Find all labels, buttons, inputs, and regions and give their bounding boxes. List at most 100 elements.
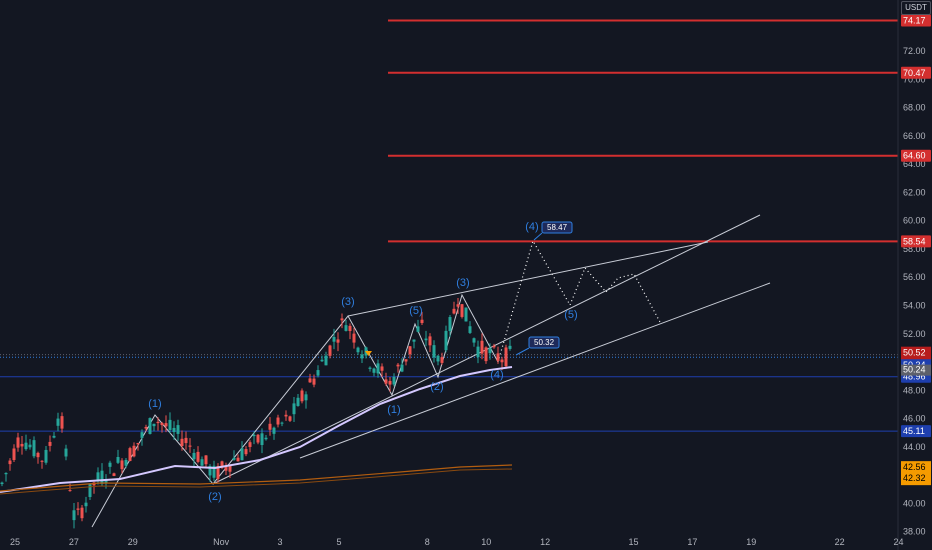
- x-tick-label: 5: [336, 537, 341, 547]
- candle-body: [432, 345, 436, 358]
- upper-channel-line: [347, 241, 709, 317]
- candle-body: [144, 426, 148, 429]
- candle-body: [128, 448, 132, 462]
- candle-body: [108, 462, 112, 467]
- candle-body: [256, 434, 260, 443]
- candle-body: [360, 354, 364, 359]
- candle-body: [488, 348, 492, 354]
- candle-body: [328, 345, 332, 356]
- price-tag: [901, 235, 931, 248]
- candle-body: [296, 397, 300, 406]
- lower-channel-line: [299, 282, 771, 459]
- x-tick-label: Nov: [213, 537, 230, 547]
- wave-label: (1): [148, 398, 161, 410]
- moving-average-long-2: [0, 468, 513, 495]
- candle-body: [476, 346, 480, 358]
- price-tag: [901, 364, 931, 376]
- candle-body: [348, 325, 352, 332]
- candle-body: [352, 333, 356, 343]
- candle-body: [344, 325, 348, 331]
- candle-body: [160, 422, 164, 426]
- candle-body: [268, 423, 272, 430]
- price-callouts: 58.47 50.32: [365, 221, 573, 356]
- candle-body: [216, 465, 220, 479]
- candle-body: [180, 438, 184, 447]
- callout-box: [541, 221, 573, 234]
- price-tag: [901, 14, 931, 27]
- y-tick-label: 46.00: [903, 414, 926, 424]
- candle-body: [232, 457, 236, 460]
- x-tick-label: 24: [893, 537, 903, 547]
- price-tag: [901, 425, 931, 438]
- wave-label: (2): [208, 491, 221, 503]
- candle-body: [504, 347, 508, 367]
- currency-badge[interactable]: USDT: [901, 1, 931, 15]
- wave-label: (5): [564, 309, 577, 321]
- candle-body: [468, 326, 472, 333]
- y-tick-label: 54.00: [903, 301, 926, 311]
- candle-body: [444, 330, 448, 351]
- ma-price-text: 42.56: [903, 462, 926, 472]
- candle-body: [440, 357, 444, 363]
- y-tick-label: 44.00: [903, 442, 926, 452]
- candle-body: [404, 359, 408, 362]
- candle-body: [184, 437, 188, 444]
- x-tick-label: 3: [278, 537, 283, 547]
- candle-body: [400, 364, 404, 372]
- candle-body: [76, 508, 80, 510]
- candle-body: [376, 363, 380, 374]
- y-tick-label: 52.00: [903, 329, 926, 339]
- candle-body: [312, 378, 316, 385]
- candle-body: [240, 448, 244, 461]
- y-tick-label: 40.00: [903, 498, 926, 508]
- candle-body: [56, 418, 60, 426]
- candle-body: [264, 437, 268, 440]
- wave-label: (1): [387, 404, 400, 416]
- candle-body: [200, 459, 204, 466]
- callout-box: [528, 336, 560, 349]
- y-tick-label: 70.00: [903, 74, 926, 84]
- y-tick-label: 58.00: [903, 244, 926, 254]
- projected-wave-path: [497, 239, 661, 363]
- candle-body: [416, 326, 420, 332]
- callout-pointer: [515, 347, 530, 356]
- y-tick-label: 66.00: [903, 131, 926, 141]
- candle-body: [60, 416, 64, 429]
- candle-body: [192, 452, 196, 460]
- y-tick-label: 72.00: [903, 46, 926, 56]
- candle-body: [284, 414, 288, 417]
- candle-body: [508, 345, 512, 349]
- x-tick-label: 25: [10, 537, 20, 547]
- candle-body: [148, 418, 152, 434]
- candle-body: [112, 473, 116, 476]
- candle-body: [28, 444, 32, 448]
- wave-labels: (1) (2) (3) (4) (5) (1) (2) (3) (4) (5): [148, 221, 577, 503]
- x-tick-label: 22: [835, 537, 845, 547]
- candle-body: [100, 470, 104, 484]
- candle-body: [408, 346, 412, 355]
- candle-body: [68, 490, 72, 492]
- moving-average-long: [0, 464, 513, 492]
- candle-body: [492, 345, 496, 348]
- candle-body: [424, 338, 428, 341]
- candle-body: [324, 355, 328, 366]
- candle-body: [224, 466, 228, 471]
- y-tick-label: 60.00: [903, 216, 926, 226]
- candle-body: [40, 460, 44, 462]
- wave-label: (4): [490, 369, 503, 381]
- candle-body: [456, 304, 460, 307]
- candle-body: [120, 460, 124, 470]
- candle-body: [336, 339, 340, 343]
- candle-body: [392, 376, 396, 385]
- horizontal-levels: [0, 19, 898, 432]
- candle-body: [152, 423, 156, 427]
- candle-body: [80, 507, 84, 519]
- last-price-text: 50.52: [903, 348, 926, 358]
- candle-body: [248, 442, 252, 447]
- candle-body: [176, 425, 180, 434]
- wave-label: (3): [341, 296, 354, 308]
- candle-body: [396, 364, 400, 367]
- x-tick-label: 15: [628, 537, 638, 547]
- price-tag-text: 45.11: [903, 426, 925, 436]
